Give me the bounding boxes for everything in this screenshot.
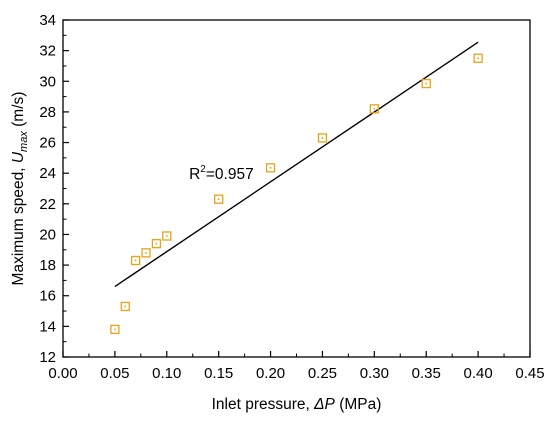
fit-line	[114, 41, 479, 288]
data-point	[265, 163, 276, 173]
y-tick-label: 30	[39, 73, 56, 90]
x-tick-label: 0.00	[48, 365, 77, 382]
x-tick-label: 0.35	[412, 365, 441, 382]
data-point	[151, 238, 162, 249]
x-tick-label: 0.10	[152, 365, 181, 382]
y-axis-ticks	[63, 19, 69, 358]
y-tick-label: 26	[39, 135, 56, 152]
x-tick-label: 0.20	[256, 365, 285, 382]
data-point	[162, 231, 172, 241]
plot-frame	[62, 19, 531, 358]
x-axis-tick-labels: 0.00 0.05 0.10 0.15 0.20 0.25 0.30 0.35 0.40 0.45	[48, 365, 544, 382]
x-tick-label: 0.15	[204, 365, 233, 382]
y-tick-label: 14	[39, 318, 56, 335]
data-point	[473, 53, 483, 63]
data-point	[130, 255, 141, 266]
y-tick-label: 16	[39, 288, 56, 305]
data-point	[317, 133, 328, 143]
x-tick-label: 0.25	[308, 365, 337, 382]
y-axis-tick-labels: 12 14 16 18 20 22 24 26 28 30 32 34	[39, 12, 56, 366]
y-tick-label: 12	[39, 349, 56, 366]
data-point	[421, 78, 431, 89]
data-point	[141, 248, 151, 258]
y-tick-label: 20	[39, 226, 56, 243]
y-tick-label: 28	[39, 104, 56, 121]
data-point	[110, 324, 120, 335]
x-tick-label: 0.05	[100, 365, 129, 382]
y-tick-label: 34	[39, 12, 56, 29]
y-tick-label: 22	[39, 196, 56, 213]
x-axis-ticks	[62, 351, 531, 357]
y-axis-title: Maximum speed, Umax (m/s)	[10, 92, 30, 286]
x-tick-label: 0.40	[464, 365, 493, 382]
data-point	[120, 301, 130, 312]
x-tick-label: 0.30	[360, 365, 389, 382]
x-axis-title: Inlet pressure, ΔP (MPa)	[212, 396, 382, 413]
data-point	[369, 104, 379, 114]
data-point	[214, 194, 224, 204]
y-tick-label: 18	[39, 257, 56, 274]
data-points	[110, 53, 483, 335]
y-tick-label: 24	[39, 165, 56, 182]
r-squared-annotation: R2=0.957	[189, 164, 254, 183]
y-tick-label: 32	[39, 43, 56, 60]
x-tick-label: 0.45	[515, 365, 544, 382]
